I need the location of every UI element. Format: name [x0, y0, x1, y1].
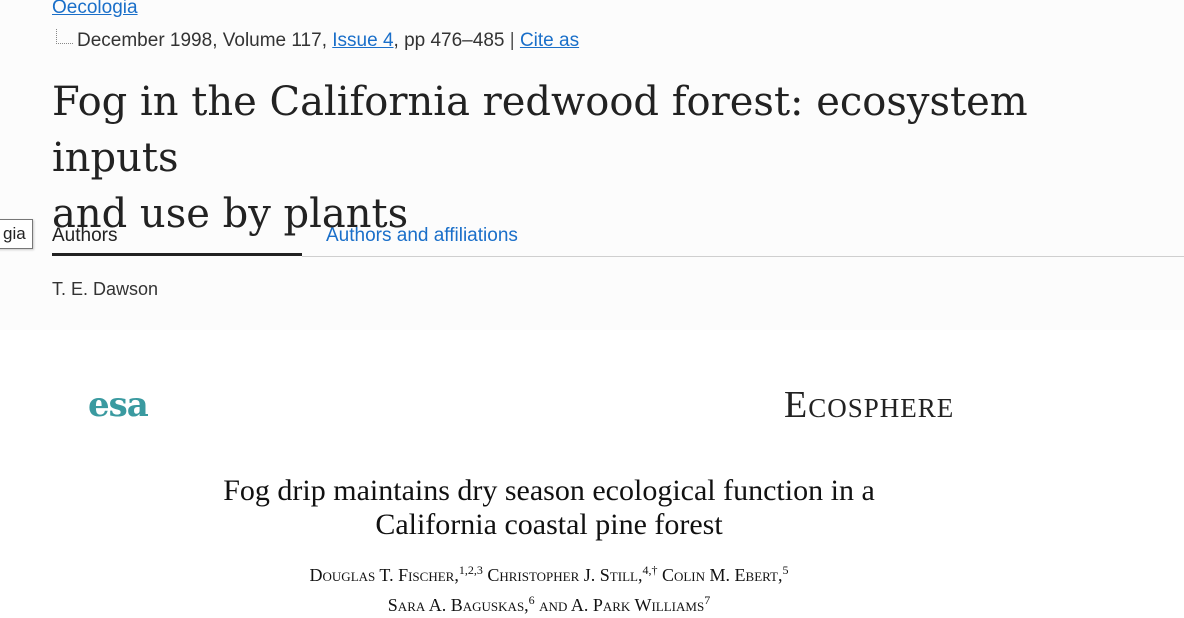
- cite-as-link[interactable]: Cite as: [519, 30, 580, 51]
- article-title: Fog in the California redwood forest: ec…: [52, 74, 1162, 242]
- paper-authors: Douglas T. Fischer,1,2,3 Christopher J. …: [140, 558, 958, 618]
- paper-author: Colin M. Ebert,: [657, 565, 783, 585]
- tooltip: gia: [0, 219, 33, 249]
- author-affiliation-marks: 5: [782, 563, 789, 577]
- journal-link[interactable]: Oecologia: [52, 0, 138, 18]
- pages-text: , pp 476–485: [393, 30, 510, 51]
- date-volume-text: December 1998, Volume 117,: [77, 30, 333, 51]
- springer-article-header: Oecologia December 1998, Volume 117, Iss…: [52, 0, 1184, 299]
- author-name[interactable]: T. E. Dawson: [52, 279, 159, 299]
- tab-authors[interactable]: Authors: [52, 222, 302, 256]
- author-affiliation-marks: 4,†: [642, 563, 658, 577]
- paper-author: Christopher J. Still,: [482, 565, 643, 585]
- author-affiliation-marks: 1,2,3: [458, 563, 483, 577]
- article-title-line-1: Fog in the California redwood forest: ec…: [52, 79, 1028, 181]
- article-title-line-2: and use by plants: [52, 191, 409, 237]
- paper-title: Fog drip maintains dry season ecological…: [140, 474, 958, 542]
- paper-author: and A. Park Williams: [534, 595, 705, 615]
- paper-title-line-2: California coastal pine forest: [375, 508, 723, 541]
- author-affiliation-marks: 7: [704, 593, 711, 607]
- tab-authors-and-affiliations[interactable]: Authors and affiliations: [326, 225, 518, 246]
- ecosphere-journal-name: Ecosphere: [784, 384, 955, 426]
- paper-title-line-1: Fog drip maintains dry season ecological…: [223, 474, 875, 507]
- paper-author: Sara A. Baguskas,: [387, 595, 529, 615]
- publication-meta: December 1998, Volume 117, Issue 4, pp 4…: [56, 29, 580, 52]
- paper-author: Douglas T. Fischer,: [309, 565, 459, 585]
- tab-divider: [302, 256, 1184, 257]
- issue-link[interactable]: Issue 4: [332, 30, 394, 51]
- tree-connector-icon: [56, 29, 73, 44]
- meta-separator: |: [509, 30, 515, 51]
- esa-logo: esa: [88, 385, 149, 425]
- author-affiliation-marks: 6: [528, 593, 535, 607]
